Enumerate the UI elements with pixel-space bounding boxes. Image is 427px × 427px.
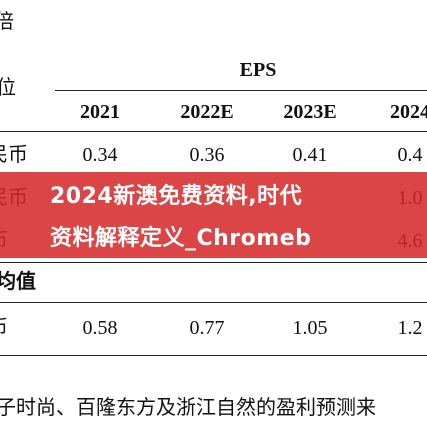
- footer-text: 子时尚、百隆东方及浙江自然的盈利预测来: [0, 397, 376, 419]
- cell: 0.77: [189, 317, 225, 339]
- group-header: EPS: [239, 59, 277, 81]
- column-header: 2024: [390, 101, 427, 123]
- cell: 0.41: [292, 144, 328, 166]
- banner-line: 2024新澳免费资料,时代: [50, 184, 303, 209]
- cell: 0.36: [189, 144, 225, 166]
- cell: 0.4: [397, 144, 423, 166]
- column-header: 2022E: [180, 101, 234, 123]
- cell: 1.2: [397, 317, 423, 339]
- row-label: 币: [0, 316, 8, 340]
- rule: [0, 302, 427, 303]
- rule: [55, 90, 427, 91]
- row-label: 民币: [0, 144, 28, 166]
- rule: [0, 355, 427, 356]
- banner: 2024新澳免费资料,时代 资料解释定义_Chromeb: [0, 172, 427, 258]
- banner-line: 资料解释定义_Chromeb: [50, 226, 312, 251]
- unit-fragment: 位: [0, 77, 16, 99]
- top-fragment: 倍: [0, 11, 14, 33]
- cell: 0.34: [82, 144, 118, 166]
- rule: [0, 262, 427, 263]
- column-header: 2023E: [283, 101, 337, 123]
- cell: 1.05: [292, 317, 328, 339]
- rule: [0, 131, 427, 132]
- cell: 0.58: [82, 317, 118, 339]
- section-label: 均值: [0, 271, 36, 293]
- column-header: 2021: [80, 101, 120, 123]
